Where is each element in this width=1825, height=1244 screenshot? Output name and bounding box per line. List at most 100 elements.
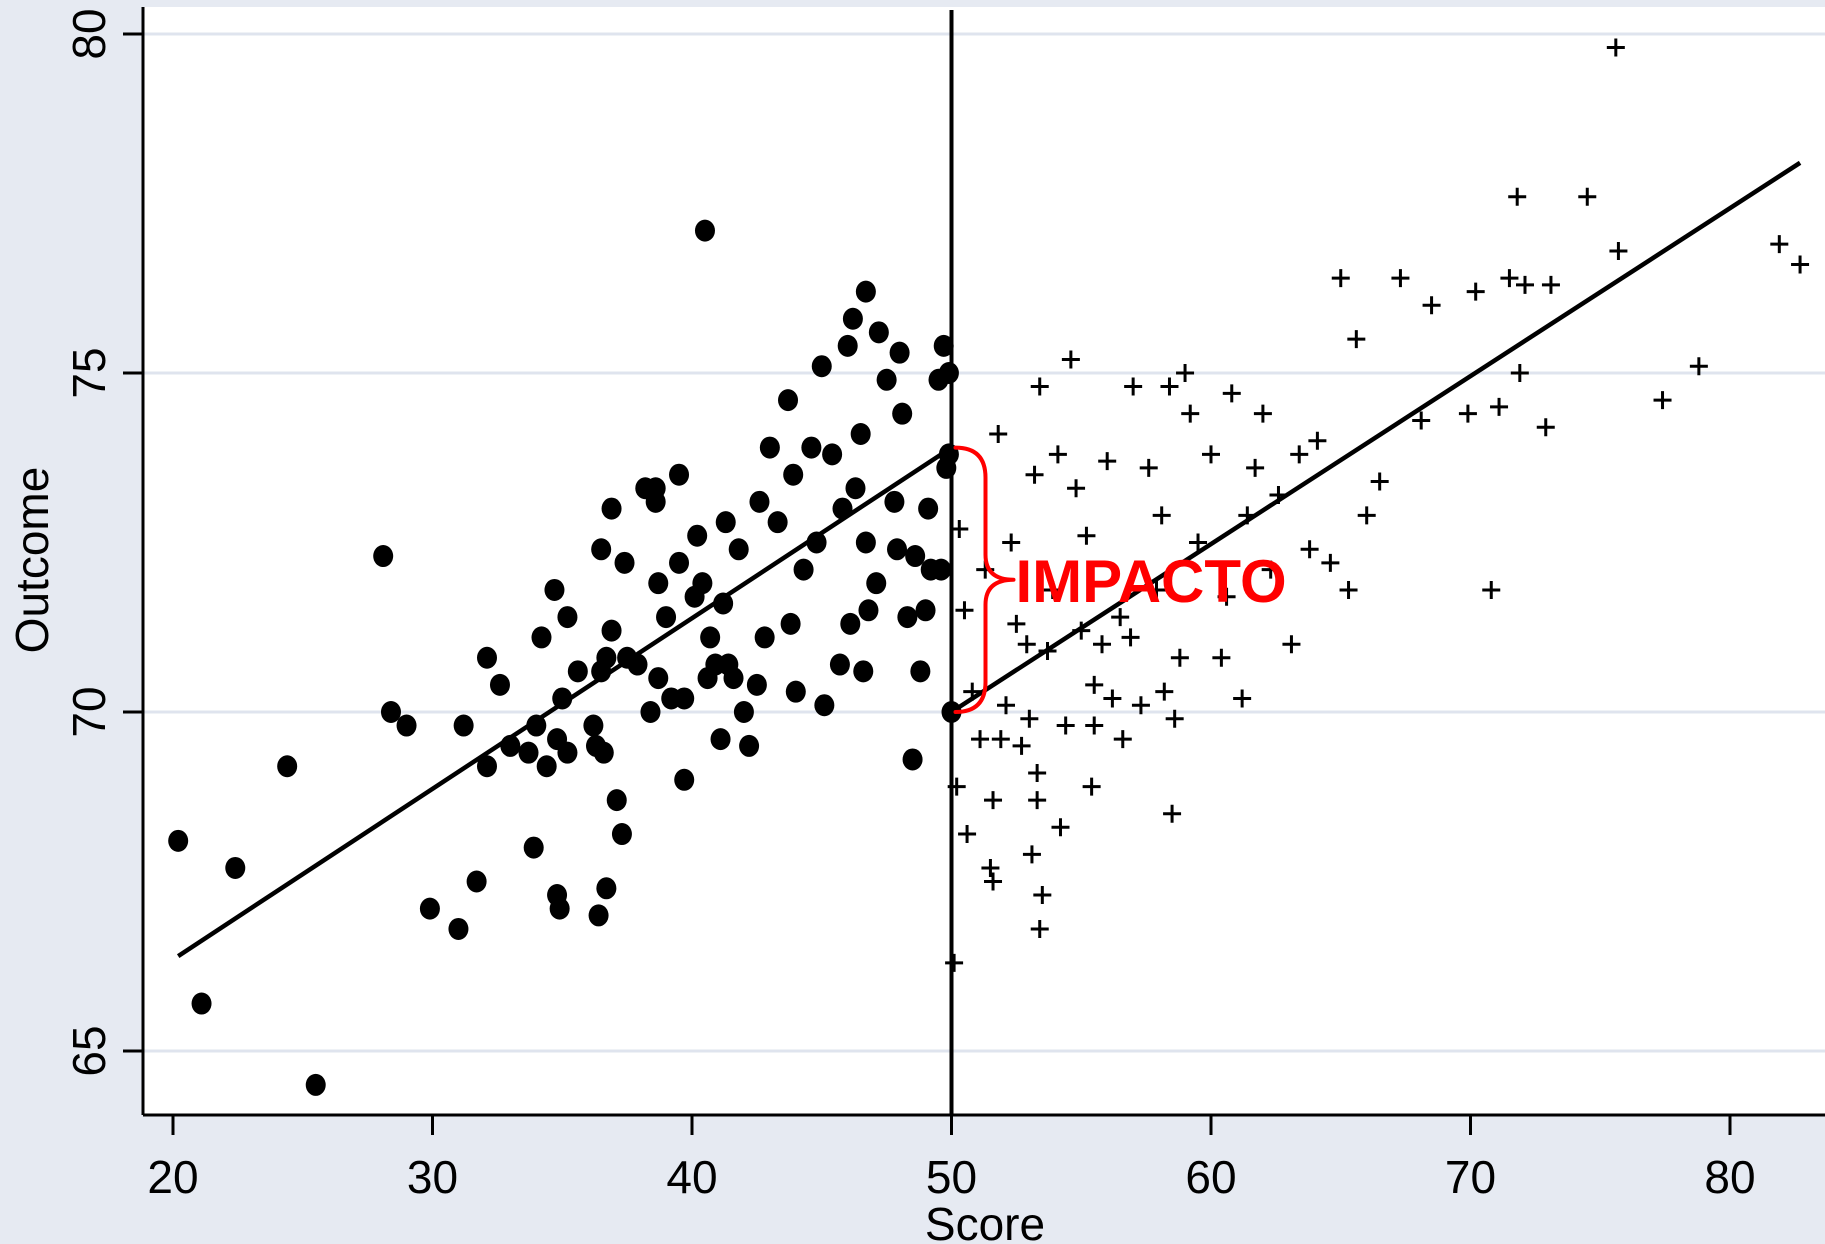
point-below-cutoff — [674, 768, 695, 791]
impact-brace — [953, 445, 1016, 714]
point-below-cutoff — [476, 646, 497, 669]
point-above-cutoff — [1098, 452, 1117, 471]
point-above-cutoff — [1170, 648, 1189, 667]
point-below-cutoff — [694, 219, 715, 242]
x-axis-title: Score — [925, 1198, 1045, 1244]
point-above-cutoff — [1290, 445, 1309, 464]
point-below-cutoff — [523, 836, 544, 859]
point-above-cutoff — [1609, 241, 1628, 260]
point-below-cutoff — [746, 673, 767, 696]
y-tick-label-65: 65 — [63, 1025, 115, 1076]
point-above-cutoff — [989, 425, 1008, 444]
point-above-cutoff — [1269, 486, 1288, 505]
point-below-cutoff — [910, 660, 931, 683]
point-below-cutoff — [832, 497, 853, 520]
point-above-cutoff — [1347, 330, 1366, 349]
point-below-cutoff — [723, 667, 744, 690]
point-below-cutoff — [918, 497, 939, 520]
point-below-cutoff — [915, 599, 936, 622]
point-below-cutoff — [866, 572, 887, 595]
point-below-cutoff — [669, 463, 690, 486]
point-below-cutoff — [938, 362, 959, 384]
x-tick-label-70: 70 — [1445, 1151, 1496, 1203]
point-above-cutoff — [1093, 635, 1112, 654]
point-above-cutoff — [996, 696, 1015, 715]
point-above-cutoff — [1038, 641, 1057, 660]
point-below-cutoff — [225, 856, 246, 879]
point-below-cutoff — [489, 673, 510, 696]
data-points — [168, 38, 1810, 1096]
point-above-cutoff — [1017, 635, 1036, 654]
point-above-cutoff — [1077, 526, 1096, 545]
point-above-cutoff — [1202, 445, 1220, 464]
point-below-cutoff — [305, 1073, 326, 1096]
point-below-cutoff — [754, 626, 775, 649]
point-above-cutoff — [1020, 709, 1039, 728]
point-above-cutoff — [1233, 689, 1252, 708]
point-below-cutoff — [500, 734, 521, 757]
point-above-cutoff — [1458, 404, 1477, 423]
point-above-cutoff — [1541, 275, 1560, 294]
point-above-cutoff — [955, 601, 974, 620]
point-below-cutoff — [476, 755, 497, 778]
point-below-cutoff — [739, 734, 760, 757]
point-above-cutoff — [1082, 777, 1101, 796]
point-below-cutoff — [518, 741, 539, 764]
point-below-cutoff — [876, 368, 897, 391]
point-below-cutoff — [780, 612, 801, 635]
point-above-cutoff — [1300, 540, 1319, 559]
point-below-cutoff — [806, 531, 827, 554]
point-below-cutoff — [466, 870, 487, 893]
x-tick-label-20: 20 — [147, 1151, 198, 1203]
point-above-cutoff — [1222, 384, 1241, 403]
point-above-cutoff — [1253, 404, 1272, 423]
point-below-cutoff — [419, 897, 440, 920]
point-below-cutoff — [583, 714, 604, 737]
point-below-cutoff — [897, 606, 918, 629]
point-below-cutoff — [853, 660, 874, 683]
point-below-cutoff — [536, 755, 557, 778]
point-above-cutoff — [1085, 716, 1104, 735]
point-above-cutoff — [1113, 730, 1132, 749]
point-above-cutoff — [1536, 418, 1555, 437]
point-below-cutoff — [549, 897, 570, 920]
point-below-cutoff — [811, 355, 832, 378]
point-below-cutoff — [453, 714, 474, 737]
point-below-cutoff — [793, 558, 814, 581]
point-above-cutoff — [1028, 791, 1047, 810]
point-below-cutoff — [783, 463, 804, 486]
point-below-cutoff — [591, 538, 612, 561]
point-below-cutoff — [627, 653, 648, 676]
fit-line-2 — [950, 160, 1802, 714]
point-above-cutoff — [1261, 560, 1280, 579]
point-above-cutoff — [1606, 38, 1625, 57]
point-above-cutoff — [1067, 479, 1086, 498]
point-above-cutoff — [1030, 377, 1049, 396]
x-tick-label-50: 50 — [926, 1151, 977, 1203]
point-below-cutoff — [858, 599, 879, 622]
point-below-cutoff — [868, 321, 889, 344]
point-below-cutoff — [700, 626, 721, 649]
point-below-cutoff — [733, 701, 754, 723]
point-above-cutoff — [1508, 187, 1527, 206]
point-above-cutoff — [984, 791, 1003, 810]
point-below-cutoff — [845, 477, 866, 500]
point-below-cutoff — [778, 389, 799, 412]
point-above-cutoff — [1043, 580, 1062, 599]
point-above-cutoff — [1791, 255, 1810, 274]
point-above-cutoff — [1022, 845, 1041, 864]
point-above-cutoff — [1246, 458, 1265, 477]
point-below-cutoff — [601, 619, 622, 642]
point-above-cutoff — [1002, 533, 1021, 552]
point-below-cutoff — [905, 545, 926, 568]
point-above-cutoff — [1422, 296, 1441, 315]
point-below-cutoff — [552, 687, 573, 710]
point-below-cutoff — [640, 701, 661, 723]
point-below-cutoff — [931, 558, 952, 581]
point-above-cutoff — [1030, 919, 1049, 938]
point-below-cutoff — [938, 443, 959, 466]
y-tick-label-70: 70 — [63, 686, 115, 737]
point-above-cutoff — [1165, 709, 1184, 728]
point-above-cutoff — [1028, 764, 1047, 783]
